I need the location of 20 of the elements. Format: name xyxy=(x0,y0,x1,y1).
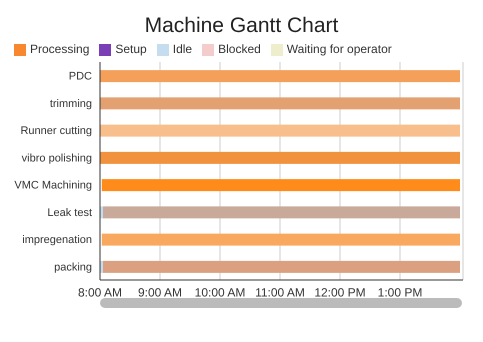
y-tick-label: PDC xyxy=(68,70,92,83)
legend-label: Idle xyxy=(172,42,192,56)
x-tick-label: 10:00 AM xyxy=(194,286,246,300)
y-tick-label: Runner cutting xyxy=(20,125,92,138)
legend-label: Processing xyxy=(30,42,90,56)
legend-label: Waiting for operator xyxy=(286,42,392,56)
y-tick-label: Leak test xyxy=(47,206,92,219)
chart-title: Machine Gantt Chart xyxy=(144,13,340,39)
x-tick-label: 8:00 AM xyxy=(78,286,122,300)
y-tick-label: VMC Machining xyxy=(14,180,92,192)
y-tick-label: packing xyxy=(54,261,92,274)
legend-label: Setup xyxy=(115,42,147,56)
legend-label: Blocked xyxy=(218,42,261,56)
x-tick-label: 11:00 AM xyxy=(255,286,305,300)
y-tick-label: impregenation xyxy=(22,234,92,246)
x-tick-label: 9:00 AM xyxy=(138,286,182,300)
y-tick-label: vibro polishing xyxy=(22,152,92,164)
y-tick-label: trimming xyxy=(50,98,92,110)
x-tick-label: 1:00 PM xyxy=(378,286,422,300)
x-tick-label: 12:00 PM xyxy=(314,286,366,300)
